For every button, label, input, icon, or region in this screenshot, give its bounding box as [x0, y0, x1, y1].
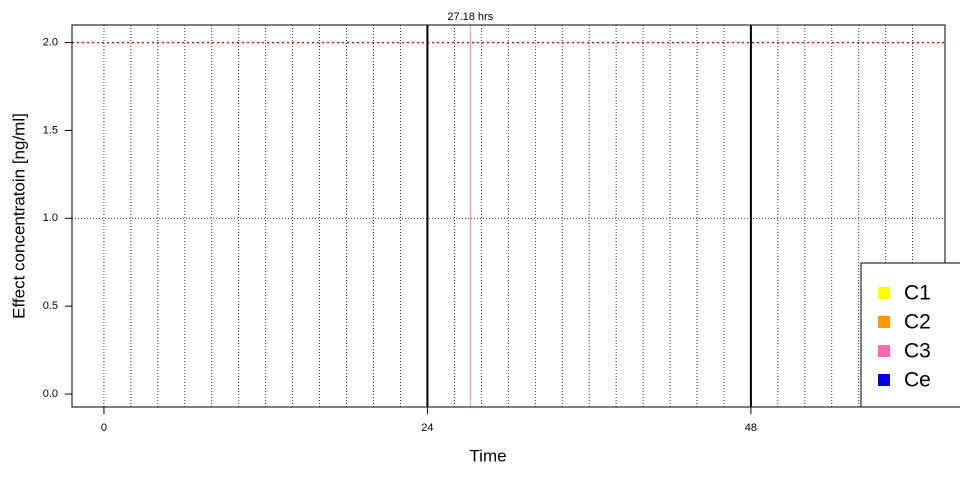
y-tick-label: 0.5: [43, 300, 58, 312]
legend-label: Ce: [904, 369, 931, 392]
x-axis-label: Time: [469, 446, 506, 465]
y-axis-label: Effect concentratoin [ng/ml]: [9, 113, 28, 319]
y-tick-label: 2.0: [43, 36, 58, 48]
legend-swatch: [878, 287, 890, 299]
legend-swatch: [878, 316, 890, 328]
plot-area: [72, 25, 945, 407]
legend-box: [860, 262, 960, 408]
legend-swatch: [878, 374, 890, 386]
marker-label: 27.18 hrs: [447, 11, 493, 23]
plot-frame: [71, 24, 946, 408]
x-tick-label: 48: [745, 422, 757, 434]
y-tick-label: 0.0: [43, 388, 58, 400]
legend-swatch: [878, 345, 890, 357]
legend-label: C2: [904, 311, 931, 334]
y-tick-label: 1.0: [43, 212, 58, 224]
y-tick-label: 1.5: [43, 124, 58, 136]
x-tick-label: 24: [421, 422, 433, 434]
legend-label: C1: [904, 282, 931, 305]
x-tick-label: 0: [101, 422, 107, 434]
legend-label: C3: [904, 340, 931, 363]
